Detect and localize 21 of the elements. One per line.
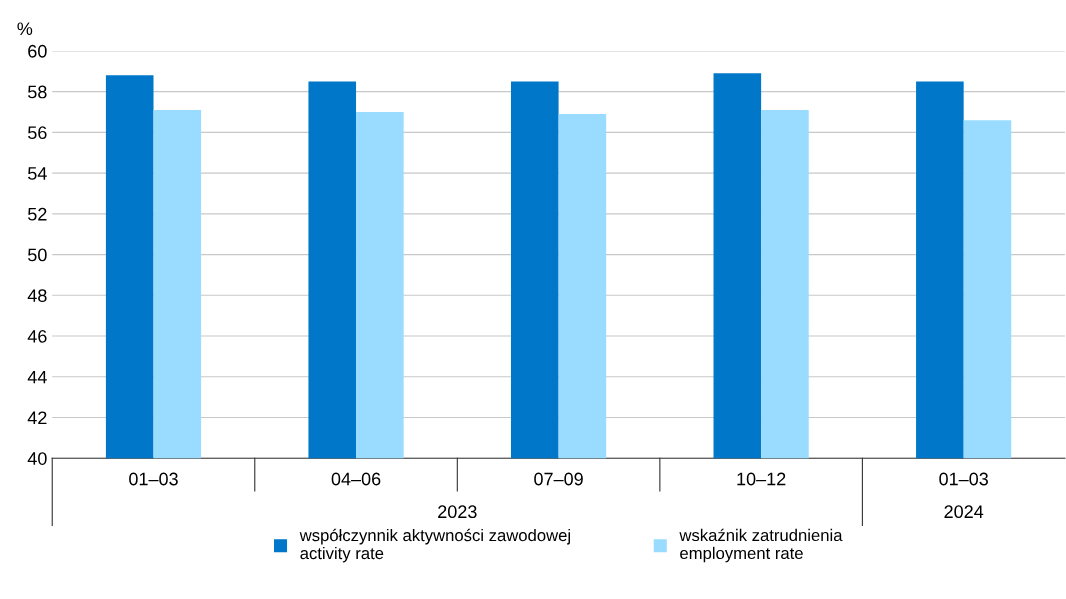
y-axis-title: % bbox=[17, 22, 33, 36]
x-tick-label: 07–09 bbox=[534, 472, 583, 486]
y-tick-label: 60 bbox=[28, 44, 47, 58]
x-tick-label: 10–12 bbox=[737, 472, 786, 486]
x-tick-label: 01–03 bbox=[129, 472, 178, 486]
x-tick-label: 01–03 bbox=[939, 472, 988, 486]
y-tick-label: 48 bbox=[27, 289, 47, 303]
y-tick-label: 44 bbox=[27, 370, 47, 384]
y-tick-label: 58 bbox=[28, 85, 47, 99]
y-tick-label: 40 bbox=[27, 452, 47, 465]
text: 2024 bbox=[944, 505, 984, 519]
y-tick-label: 42 bbox=[27, 411, 47, 425]
y-tick-label: 54 bbox=[28, 167, 47, 180]
y-tick-label: 50 bbox=[28, 248, 47, 262]
y-tick-label: 56 bbox=[28, 126, 47, 140]
x-tick-label: 04–06 bbox=[331, 472, 381, 486]
y-tick-label: 46 bbox=[27, 329, 47, 343]
y-tick-label: 52 bbox=[28, 207, 47, 221]
text: 2023 bbox=[438, 505, 477, 519]
legend-label: współczynnik aktywności zawodowej activity rate bbox=[299, 528, 570, 563]
legend-label: wskaźnik zatrudnienia employment rate bbox=[679, 528, 843, 563]
